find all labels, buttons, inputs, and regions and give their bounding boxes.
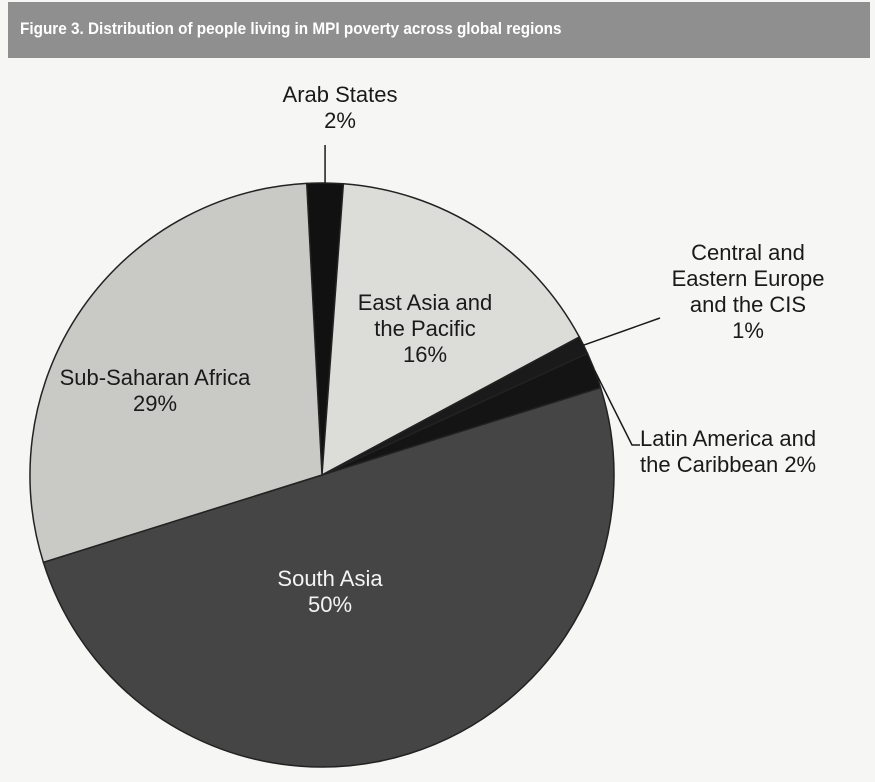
label-latin-america-caribbean: Latin America and the Caribbean 2% xyxy=(640,426,817,477)
pie-slice-sub-saharan-africa xyxy=(29,182,323,564)
label-arab-states: Arab States 2% xyxy=(282,82,398,133)
pie-slice-east-asia-and-the-pacific xyxy=(321,182,581,477)
pie-slice-south-asia xyxy=(42,386,615,768)
pie-slices xyxy=(29,182,615,768)
label-central-eastern-europe-cis: Central and Eastern Europe and the CIS 1… xyxy=(671,240,825,343)
figure-title: Figure 3. Distribution of people living … xyxy=(20,19,562,38)
leader-lines xyxy=(324,145,661,446)
leader-line-latin-america xyxy=(593,370,640,446)
label-south-asia: South Asia 50% xyxy=(277,566,383,617)
label-east-asia-pacific: East Asia and the Pacific 16% xyxy=(357,290,493,367)
leader-line-central-eastern-europe xyxy=(583,317,661,346)
label-sub-saharan-africa: Sub-Saharan Africa 29% xyxy=(59,365,251,416)
figure-title-bar: Figure 3. Distribution of people living … xyxy=(8,2,870,58)
